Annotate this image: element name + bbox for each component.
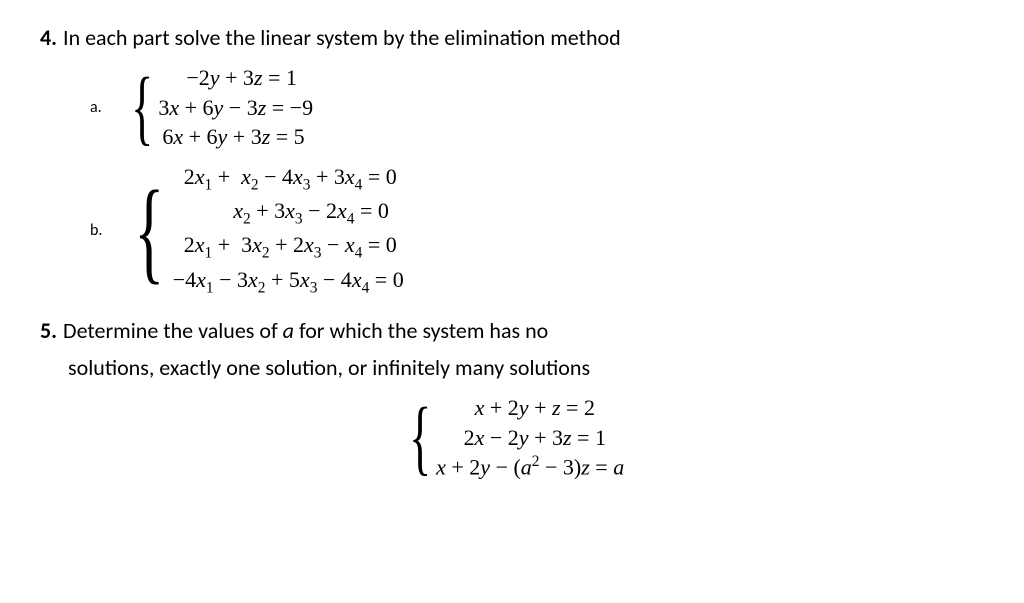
problem-4b-eq4: −4x1 − 3x2 + 5x3 − 4x4 = 0: [173, 265, 404, 299]
problem-4a-eq1: −2y + 3z = 1: [158, 63, 313, 93]
problem-5-eq3: x + 2y − (a2 − 3)z = a: [436, 452, 624, 482]
problem-4b-equations: 2x1 + x2 − 4x3 + 3x4 = 0 x2 + 3x3 − 2x4 …: [173, 162, 404, 299]
problem-4-header: 4. In each part solve the linear system …: [40, 24, 984, 51]
problem-5-text-line2: solutions, exactly one solution, or infi…: [40, 354, 984, 381]
problem-4b-system: { 2x1 + x2 − 4x3 + 3x4 = 0 x2 + 3x3 − 2x…: [122, 162, 404, 299]
problem-5-system-wrapper: { x + 2y + z = 2 2x − 2y + 3z = 1 x + 2y…: [40, 393, 984, 482]
problem-5-eq1: x + 2y + z = 2: [436, 393, 624, 423]
left-brace-icon: {: [134, 208, 164, 254]
problem-5-number: 5.: [40, 317, 57, 344]
problem-4a-eq3: 6x + 6y + 3z = 5: [158, 122, 313, 152]
problem-5-header: 5. Determine the values of a for which t…: [40, 317, 984, 344]
left-brace-icon: {: [409, 421, 431, 455]
problem-4a-label: a.: [90, 98, 108, 117]
problem-4-number: 4.: [40, 24, 57, 51]
left-brace-icon: {: [131, 91, 153, 125]
problem-4b-label: b.: [90, 221, 108, 240]
problem-5-equations: x + 2y + z = 2 2x − 2y + 3z = 1 x + 2y −…: [436, 393, 624, 482]
problem-4b: b. { 2x1 + x2 − 4x3 + 3x4 = 0 x2 + 3x3 −…: [90, 162, 984, 299]
problem-5-eq2: 2x − 2y + 3z = 1: [436, 423, 624, 453]
problem-4b-eq2: x2 + 3x3 − 2x4 = 0: [173, 196, 404, 230]
problem-4-text: In each part solve the linear system by …: [63, 24, 984, 51]
problem-5-text-line1: Determine the values of a for which the …: [63, 317, 984, 344]
problem-4a-eq2: 3x + 6y − 3z = −9: [158, 93, 313, 123]
problem-4a-system: { −2y + 3z = 1 3x + 6y − 3z = −9 6x + 6y…: [122, 63, 313, 152]
problem-5: 5. Determine the values of a for which t…: [40, 317, 984, 482]
problem-5-system: { x + 2y + z = 2 2x − 2y + 3z = 1 x + 2y…: [400, 393, 624, 482]
problem-4a-equations: −2y + 3z = 1 3x + 6y − 3z = −9 6x + 6y +…: [158, 63, 313, 152]
problem-4: 4. In each part solve the linear system …: [40, 24, 984, 299]
problem-4a: a. { −2y + 3z = 1 3x + 6y − 3z = −9 6x +…: [90, 63, 984, 152]
problem-4b-eq3: 2x1 + 3x2 + 2x3 − x4 = 0: [173, 230, 404, 264]
problem-4-subitems: a. { −2y + 3z = 1 3x + 6y − 3z = −9 6x +…: [40, 63, 984, 299]
problem-4b-eq1: 2x1 + x2 − 4x3 + 3x4 = 0: [173, 162, 404, 196]
